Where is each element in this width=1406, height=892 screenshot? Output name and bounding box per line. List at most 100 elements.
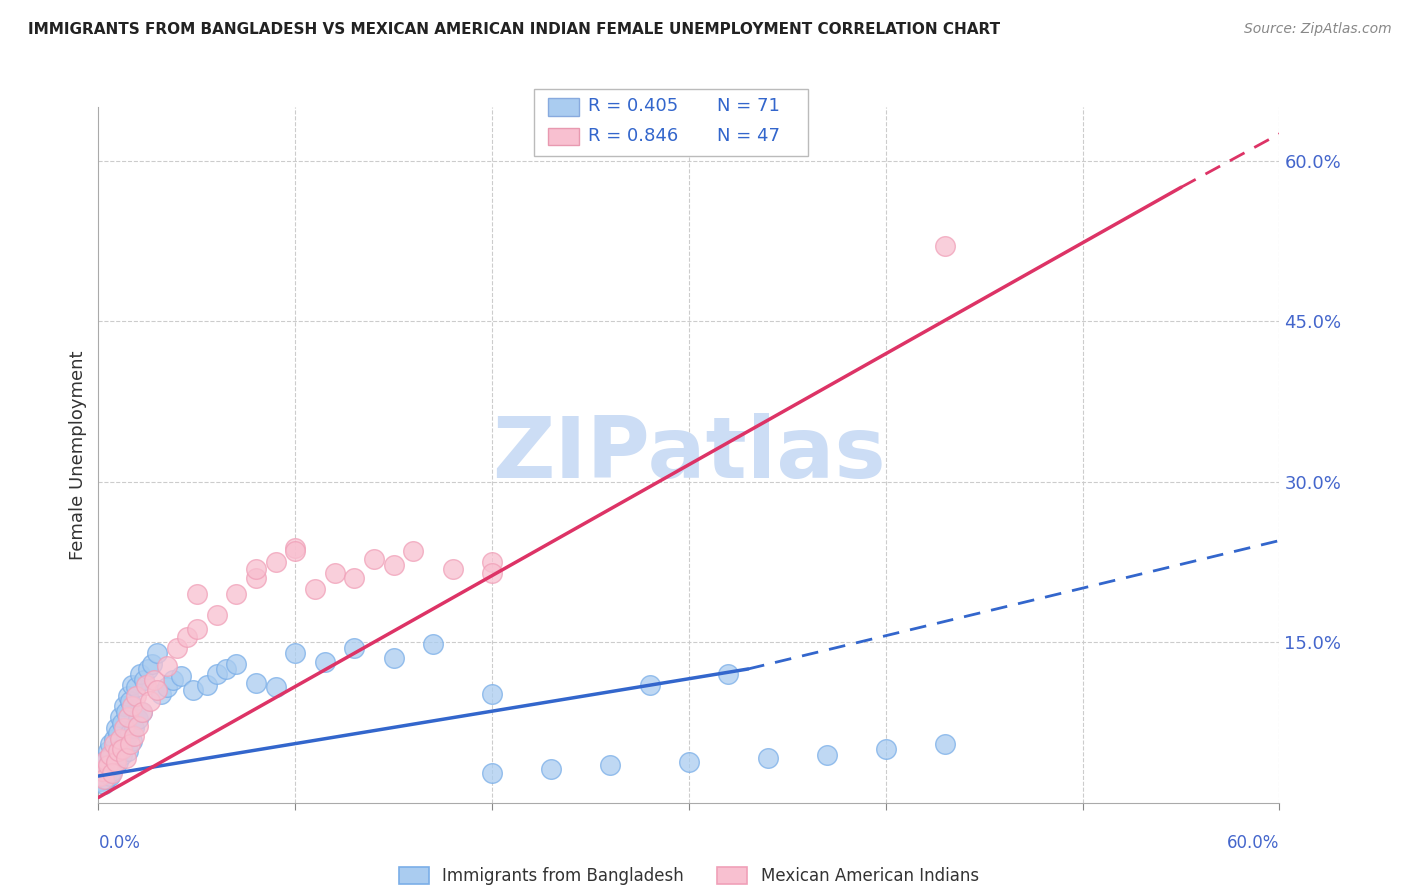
Point	[107, 744, 129, 758]
Text: N = 71: N = 71	[717, 97, 780, 115]
Point	[156, 680, 179, 694]
Point	[97, 744, 120, 758]
Point	[89, 769, 111, 783]
Text: Source: ZipAtlas.com: Source: ZipAtlas.com	[1244, 22, 1392, 37]
Point	[98, 755, 121, 769]
Point	[245, 562, 267, 576]
Point	[105, 721, 128, 735]
Point	[103, 737, 125, 751]
Y-axis label: Female Unemployment: Female Unemployment	[69, 351, 87, 559]
Point	[284, 646, 307, 660]
Point	[97, 762, 120, 776]
Point	[112, 699, 135, 714]
Point	[101, 764, 124, 778]
Point	[205, 608, 228, 623]
Point	[91, 764, 114, 778]
Point	[717, 667, 740, 681]
Point	[108, 710, 131, 724]
Point	[343, 571, 366, 585]
Point	[93, 776, 115, 790]
Point	[122, 721, 145, 735]
Point	[118, 726, 141, 740]
Point	[540, 762, 562, 776]
Point	[136, 662, 159, 676]
Point	[98, 769, 121, 783]
Point	[121, 699, 143, 714]
Point	[678, 755, 700, 769]
Point	[382, 651, 405, 665]
Point	[125, 680, 148, 694]
Point	[127, 712, 149, 726]
Point	[304, 582, 326, 596]
Point	[156, 658, 179, 673]
Point	[112, 737, 135, 751]
Point	[89, 774, 111, 789]
Point	[97, 758, 120, 772]
Point	[117, 744, 139, 758]
Point	[111, 715, 134, 730]
Point	[195, 678, 218, 692]
Text: 60.0%: 60.0%	[1227, 834, 1279, 852]
Text: N = 47: N = 47	[717, 127, 780, 145]
Point	[125, 689, 148, 703]
Point	[141, 657, 163, 671]
Text: 0.0%: 0.0%	[98, 834, 141, 852]
Text: ZIPatlas: ZIPatlas	[492, 413, 886, 497]
Point	[638, 678, 661, 692]
Point	[105, 755, 128, 769]
Point	[98, 737, 121, 751]
Point	[314, 655, 336, 669]
Point	[93, 758, 115, 772]
Point	[284, 541, 307, 555]
Point	[121, 678, 143, 692]
Point	[128, 667, 150, 681]
Point	[245, 571, 267, 585]
Point	[115, 731, 138, 746]
Point	[118, 737, 141, 751]
Point	[225, 657, 247, 671]
Point	[101, 747, 124, 762]
Text: R = 0.405: R = 0.405	[588, 97, 678, 115]
Point	[107, 726, 129, 740]
Legend: Immigrants from Bangladesh, Mexican American Indians: Immigrants from Bangladesh, Mexican Amer…	[392, 861, 986, 892]
Point	[105, 751, 128, 765]
Point	[162, 673, 184, 687]
Point	[111, 747, 134, 762]
Text: R = 0.846: R = 0.846	[588, 127, 678, 145]
Point	[135, 678, 157, 692]
Point	[117, 689, 139, 703]
Point	[481, 687, 503, 701]
Point	[481, 765, 503, 780]
Point	[132, 673, 155, 687]
Point	[934, 737, 956, 751]
Point	[142, 673, 165, 687]
Point	[146, 646, 169, 660]
Point	[107, 755, 129, 769]
Point	[343, 640, 366, 655]
Point	[245, 676, 267, 690]
Point	[138, 694, 160, 708]
Point	[115, 705, 138, 719]
Point	[481, 566, 503, 580]
Point	[176, 630, 198, 644]
Point	[382, 558, 405, 573]
Point	[108, 742, 131, 756]
Point	[284, 544, 307, 558]
Point	[166, 640, 188, 655]
Point	[96, 753, 118, 767]
Point	[186, 587, 208, 601]
Point	[205, 667, 228, 681]
Point	[101, 765, 124, 780]
Point	[146, 683, 169, 698]
Point	[215, 662, 238, 676]
Point	[481, 555, 503, 569]
Point	[363, 551, 385, 566]
Point	[112, 721, 135, 735]
Point	[127, 719, 149, 733]
Text: IMMIGRANTS FROM BANGLADESH VS MEXICAN AMERICAN INDIAN FEMALE UNEMPLOYMENT CORREL: IMMIGRANTS FROM BANGLADESH VS MEXICAN AM…	[28, 22, 1000, 37]
Point	[875, 742, 897, 756]
Point	[815, 747, 838, 762]
Point	[108, 731, 131, 746]
Point	[91, 769, 114, 783]
Point	[934, 239, 956, 253]
